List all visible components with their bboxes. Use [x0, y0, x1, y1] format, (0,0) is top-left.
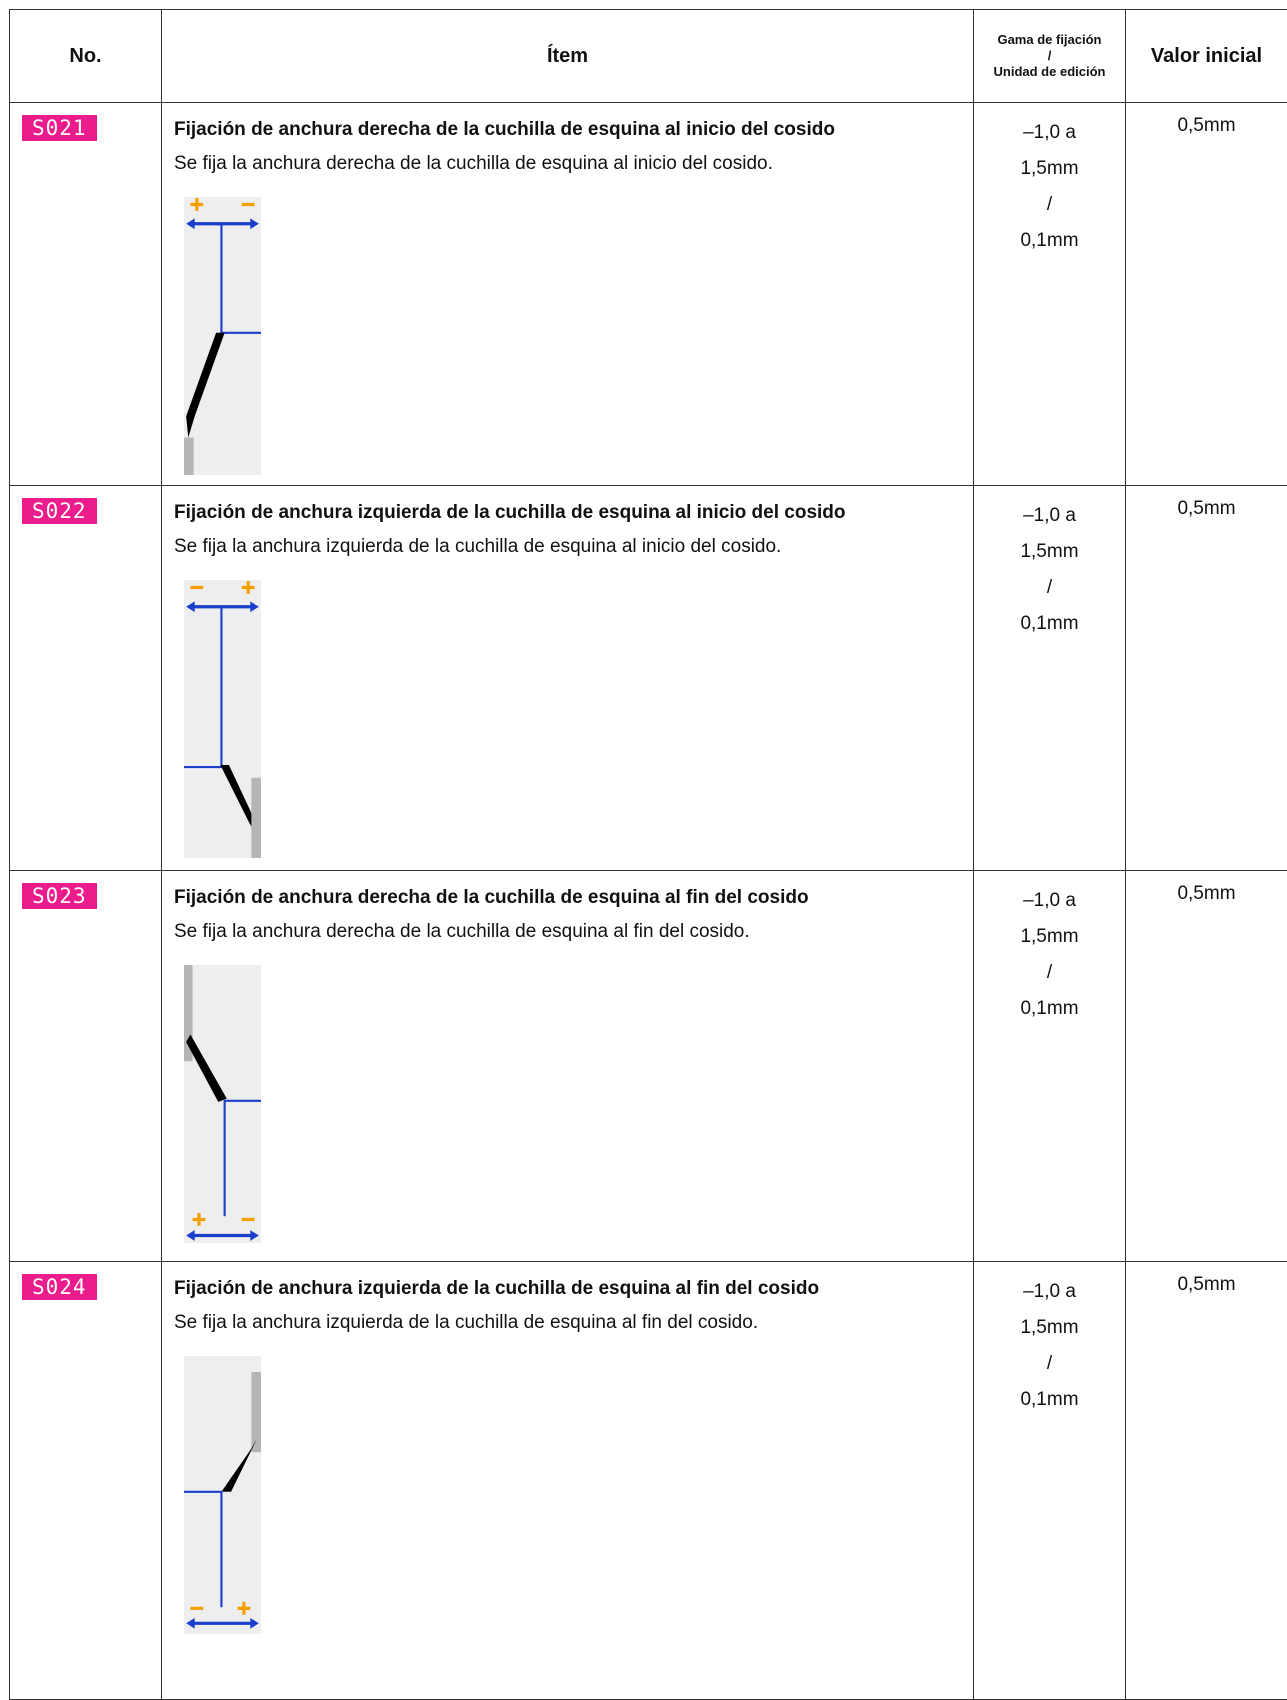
icon — [184, 965, 261, 1243]
row: S022 Fijación de anchura izquierda de la… — [10, 486, 1287, 871]
range-line: 1,5mm — [974, 151, 1125, 187]
range-line: 0,1mm — [974, 991, 1125, 1027]
header-cell: Ítem — [162, 10, 974, 103]
code-badge: S024 — [22, 1274, 97, 1300]
item-title: Fijación de anchura izquierda de la cuch… — [174, 1272, 961, 1306]
icon — [184, 197, 261, 475]
range-line: / — [974, 187, 1125, 223]
code-badge: S023 — [22, 883, 97, 909]
row: S024 Fijación de anchura izquierda de la… — [10, 1262, 1287, 1700]
header-line: / — [974, 48, 1125, 64]
row: S021 Fijación de anchura derecha de la c… — [10, 103, 1287, 486]
range-line: 1,5mm — [974, 534, 1125, 570]
range-line: 1,5mm — [974, 1310, 1125, 1346]
range-line: / — [974, 955, 1125, 991]
item-title: Fijación de anchura derecha de la cuchil… — [174, 113, 961, 147]
range-line: / — [974, 1346, 1125, 1382]
initial-value: 0,5mm — [1126, 1262, 1287, 1700]
range-line: –1,0 a — [974, 115, 1125, 151]
code-badge: S021 — [22, 115, 97, 141]
item-description: Se fija la anchura izquierda de la cuchi… — [174, 530, 961, 564]
range-line: 1,5mm — [974, 919, 1125, 955]
range-line: –1,0 a — [974, 1274, 1125, 1310]
header-cell: Valor inicial — [1126, 10, 1287, 103]
icon — [184, 580, 261, 858]
initial-value: 0,5mm — [1126, 103, 1287, 486]
range-line: 0,1mm — [974, 1382, 1125, 1418]
initial-value: 0,5mm — [1126, 871, 1287, 1262]
icon — [184, 1356, 261, 1634]
code-badge: S022 — [22, 498, 97, 524]
range-line: 0,1mm — [974, 223, 1125, 259]
range-line: / — [974, 570, 1125, 606]
range-line: 0,1mm — [974, 606, 1125, 642]
range-line: –1,0 a — [974, 498, 1125, 534]
item-title: Fijación de anchura izquierda de la cuch… — [174, 496, 961, 530]
header-row: No. Ítem Gama de fijación / Unidad de ed… — [10, 10, 1287, 103]
item-description: Se fija la anchura derecha de la cuchill… — [174, 915, 961, 949]
range-line: –1,0 a — [974, 883, 1125, 919]
settings-table: No. Ítem Gama de fijación / Unidad de ed… — [9, 9, 1287, 1700]
row: S023 Fijación de anchura derecha de la c… — [10, 871, 1287, 1262]
item-description: Se fija la anchura derecha de la cuchill… — [174, 147, 961, 181]
header-line: Gama de fijación — [974, 32, 1125, 48]
header-line: Unidad de edición — [974, 64, 1125, 80]
item-description: Se fija la anchura izquierda de la cuchi… — [174, 1306, 961, 1340]
header-cell: No. — [10, 10, 162, 103]
item-title: Fijación de anchura derecha de la cuchil… — [174, 881, 961, 915]
header-cell: Gama de fijación / Unidad de edición — [974, 10, 1126, 103]
initial-value: 0,5mm — [1126, 486, 1287, 871]
